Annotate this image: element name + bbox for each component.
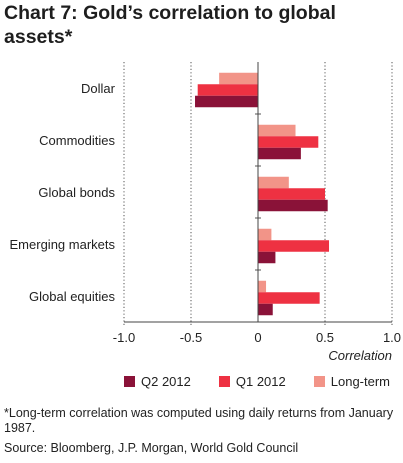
bar-commodities-q2-2012	[258, 147, 301, 160]
legend-swatch-q2-2012	[124, 376, 135, 387]
bar-emerging-markets-long-term	[258, 228, 272, 241]
legend-label-q1-2012: Q1 2012	[235, 374, 286, 389]
category-label-emerging-markets: Emerging markets	[10, 237, 116, 252]
bar-global-bonds-long-term	[258, 176, 289, 189]
bar-commodities-long-term	[258, 124, 296, 137]
category-label-dollar: Dollar	[81, 81, 116, 96]
x-axis-title: Correlation	[328, 348, 392, 363]
legend-label-q2-2012: Q2 2012	[141, 374, 191, 389]
bar-global-equities-q2-2012	[258, 303, 273, 316]
bars	[195, 72, 330, 316]
legend: Q2 2012 Q1 2012 Long-term	[124, 374, 390, 389]
category-label-global-equities: Global equities	[29, 289, 115, 304]
bar-emerging-markets-q1-2012	[258, 240, 330, 252]
x-tick-label-1-0: 1.0	[383, 330, 401, 345]
legend-item-q1-2012: Q1 2012	[218, 374, 286, 389]
source-note: Source: Bloomberg, J.P. Morgan, World Go…	[4, 441, 299, 455]
x-tick-label-0-5: 0.5	[316, 330, 334, 345]
legend-swatch-long-term	[313, 376, 325, 387]
chart-title: Chart 7: Gold’s correlation to global as…	[4, 2, 336, 48]
footnote: *Long-term correlation was computed usin…	[4, 406, 394, 435]
bar-global-bonds-q2-2012	[258, 199, 328, 212]
bar-global-equities-q1-2012	[258, 292, 320, 304]
category-labels: Dollar Commodities Global bonds Emerging ma…	[10, 81, 116, 304]
x-tick-label-0-5: -0.5	[180, 330, 202, 345]
legend-label-long-term: Long-term	[330, 374, 390, 389]
bar-dollar-long-term	[219, 72, 258, 85]
bar-commodities-q1-2012	[258, 136, 319, 148]
bar-global-equities-long-term	[258, 280, 267, 293]
x-axis: -1.0 -0.5 0 0.5 1.0 Correlation	[113, 62, 401, 363]
bar-dollar-q2-2012	[195, 95, 258, 108]
legend-swatch-q1-2012	[218, 376, 230, 387]
bar-dollar-q1-2012	[197, 84, 258, 96]
x-tick-label-0: 0	[254, 330, 261, 345]
bar-emerging-markets-q2-2012	[258, 251, 276, 264]
category-label-global-bonds: Global bonds	[38, 185, 115, 200]
legend-item-long-term: Long-term	[313, 374, 390, 389]
legend-item-q2-2012: Q2 2012	[124, 374, 191, 389]
x-tick-label-1-0: -1.0	[113, 330, 135, 345]
category-label-commodities: Commodities	[39, 133, 115, 148]
bar-global-bonds-q1-2012	[258, 188, 325, 200]
